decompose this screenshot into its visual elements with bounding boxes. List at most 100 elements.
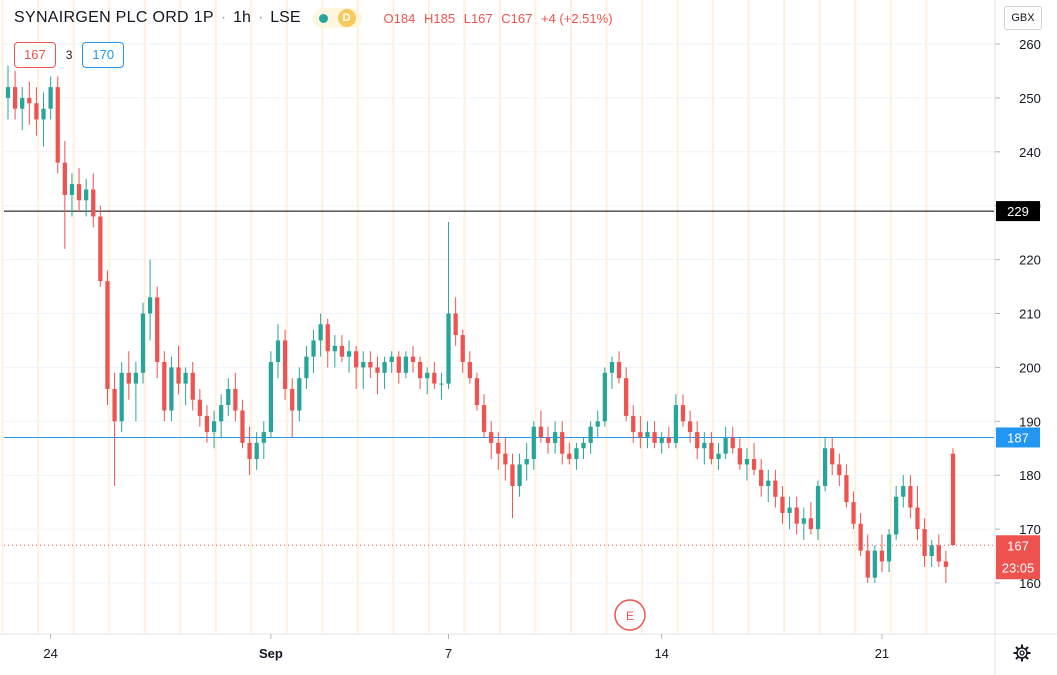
candle-body bbox=[872, 550, 877, 578]
candle-body bbox=[467, 362, 472, 379]
candle-body bbox=[211, 421, 217, 433]
candle-body bbox=[204, 415, 210, 433]
close-value: 167 bbox=[510, 10, 533, 26]
candle-body bbox=[595, 421, 600, 427]
candle-body bbox=[879, 550, 885, 562]
candle-body bbox=[602, 372, 607, 422]
time-tick-label: 14 bbox=[654, 646, 668, 661]
candle-body bbox=[574, 448, 579, 460]
open-value: 184 bbox=[393, 10, 416, 26]
header-separator: · bbox=[257, 9, 264, 26]
exchange-label: LSE bbox=[270, 9, 301, 26]
candle-body bbox=[624, 378, 629, 416]
candle-body bbox=[737, 448, 742, 465]
candle-body bbox=[282, 340, 288, 389]
symbol-name[interactable]: SYNAIRGEN PLC ORD 1P bbox=[14, 9, 214, 26]
session-band bbox=[179, 0, 182, 633]
grid-lines bbox=[4, 43, 994, 584]
currency-button[interactable]: GBX bbox=[1004, 6, 1042, 30]
candle-body bbox=[481, 405, 487, 433]
countdown-label: 23:05 bbox=[1002, 560, 1035, 575]
candles bbox=[5, 65, 956, 583]
candle-body bbox=[567, 453, 572, 460]
candle-body bbox=[524, 459, 529, 465]
candle-body bbox=[545, 437, 551, 443]
session-band bbox=[676, 0, 679, 633]
price-tick-label: 210 bbox=[1019, 307, 1041, 322]
candle-body bbox=[886, 534, 892, 562]
candle-body bbox=[155, 297, 160, 363]
session-bands bbox=[1, 0, 928, 633]
time-axis[interactable]: 24Sep7142128 bbox=[43, 634, 1057, 661]
candle-body bbox=[751, 459, 757, 470]
candle-body bbox=[84, 189, 89, 201]
candle-body bbox=[552, 432, 558, 443]
price-tick-label: 170 bbox=[1019, 522, 1041, 537]
interval-label[interactable]: 1h bbox=[233, 9, 251, 26]
candle-body bbox=[62, 162, 67, 195]
sell-button[interactable]: 167 bbox=[14, 42, 56, 68]
candle-body bbox=[382, 362, 387, 373]
price-tick-label: 220 bbox=[1019, 253, 1041, 268]
candle-body bbox=[503, 453, 508, 465]
candle-body bbox=[659, 437, 664, 443]
session-band bbox=[712, 0, 715, 633]
price-tick-label: 250 bbox=[1019, 91, 1041, 106]
candle-body bbox=[588, 426, 593, 443]
candle-body bbox=[304, 356, 309, 379]
candle-body bbox=[759, 469, 764, 486]
last-price-label: 167 bbox=[1007, 538, 1029, 553]
candle-body bbox=[830, 448, 835, 465]
candle-body bbox=[865, 550, 870, 578]
session-band bbox=[1, 0, 4, 633]
candle-body bbox=[496, 442, 501, 454]
level-badge-label: 187 bbox=[1007, 430, 1029, 445]
time-tick-label: 21 bbox=[875, 646, 889, 661]
candle-body bbox=[894, 496, 899, 535]
candle-body bbox=[794, 507, 799, 524]
chart-header: SYNAIRGEN PLC ORD 1P · 1h · LSE D O184 H… bbox=[14, 8, 618, 28]
candle-body bbox=[631, 415, 636, 433]
candle-body bbox=[69, 184, 75, 195]
market-status-pill[interactable]: D bbox=[312, 8, 362, 28]
candle-body bbox=[226, 388, 231, 406]
candle-body bbox=[20, 97, 25, 109]
buy-button[interactable]: 170 bbox=[82, 42, 125, 68]
time-tick-label: Sep bbox=[259, 646, 283, 661]
candle-body bbox=[98, 216, 103, 282]
candle-body bbox=[219, 405, 224, 422]
candle-body bbox=[460, 335, 465, 363]
session-band bbox=[925, 0, 928, 633]
earnings-marker[interactable]: E bbox=[614, 599, 646, 631]
time-tick-label: 7 bbox=[445, 646, 452, 661]
price-axis[interactable]: 160170180190200210220230240250260 bbox=[995, 37, 1041, 591]
candle-body bbox=[290, 388, 295, 411]
header-separator: · bbox=[220, 9, 227, 26]
horizontal-levels bbox=[4, 210, 994, 546]
candle-body bbox=[801, 518, 806, 524]
candle-body bbox=[766, 480, 771, 486]
price-axis-labels: 229 187 167 23:05 bbox=[996, 201, 1040, 580]
session-band bbox=[285, 0, 288, 633]
candle-body bbox=[723, 437, 728, 454]
earnings-marker-circle bbox=[614, 599, 646, 631]
candle-body bbox=[410, 356, 416, 363]
session-band bbox=[427, 0, 430, 633]
candle-body bbox=[27, 97, 32, 104]
candle-body bbox=[922, 529, 927, 557]
candle-body bbox=[609, 362, 615, 373]
session-band bbox=[392, 0, 395, 633]
candle-body bbox=[773, 480, 778, 497]
candle-body bbox=[858, 523, 863, 551]
candle-body bbox=[105, 281, 110, 389]
session-band bbox=[498, 0, 501, 633]
level-badge-label: 229 bbox=[1007, 204, 1029, 219]
candle-body bbox=[432, 372, 437, 384]
candle-body bbox=[318, 324, 323, 341]
candle-body bbox=[645, 432, 650, 438]
candle-body bbox=[247, 442, 252, 460]
candle-body bbox=[396, 356, 401, 373]
candle-body bbox=[34, 103, 39, 120]
chart-settings-button[interactable] bbox=[1010, 641, 1034, 665]
